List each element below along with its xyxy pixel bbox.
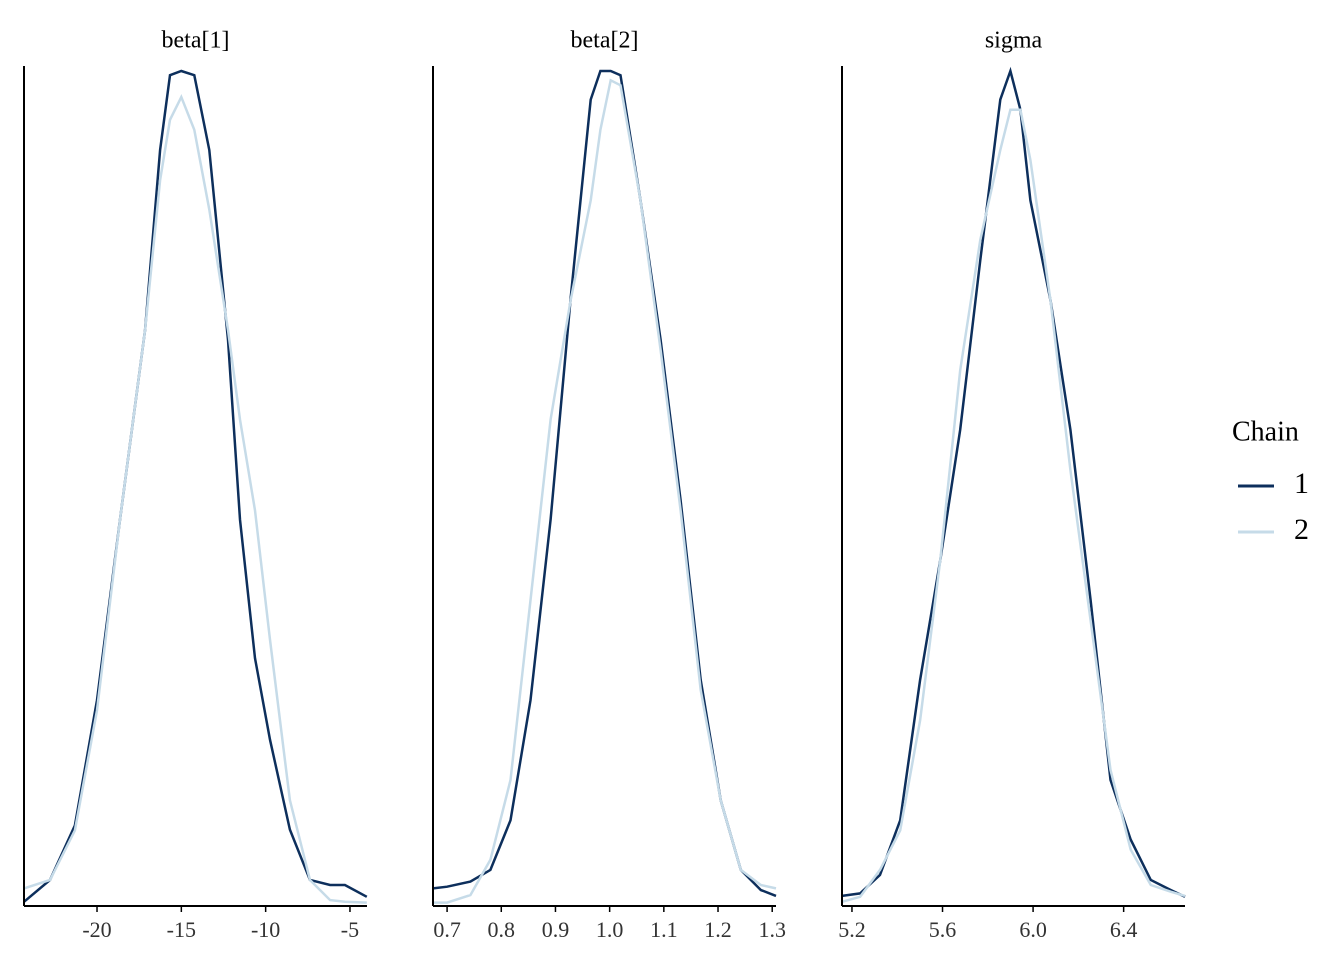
x-tick-label: 0.9 xyxy=(542,917,570,942)
density-line xyxy=(23,69,368,903)
x-tick-label: 5.6 xyxy=(929,917,957,942)
x-tick-label: 1.0 xyxy=(596,917,624,942)
x-tick-label: -20 xyxy=(82,917,111,942)
panel-title: beta[2] xyxy=(571,28,639,54)
legend-label: 2 xyxy=(1294,513,1309,546)
legend-title: Chain xyxy=(1232,416,1299,447)
x-tick-label: 1.1 xyxy=(650,917,678,942)
x-tick-label: 1.3 xyxy=(758,917,786,942)
x-tick-label: 1.2 xyxy=(704,917,732,942)
density-line xyxy=(433,78,777,904)
x-tick-label: 6.0 xyxy=(1019,917,1047,942)
legend-label: 1 xyxy=(1294,467,1309,500)
x-tick-label: -15 xyxy=(167,917,196,942)
x-tick-label: -10 xyxy=(251,917,280,942)
density-line xyxy=(432,69,777,898)
x-tick-label: -5 xyxy=(341,917,359,942)
x-tick-label: 0.8 xyxy=(488,917,516,942)
x-tick-label: 5.2 xyxy=(838,917,866,942)
x-tick-label: 6.4 xyxy=(1110,917,1138,942)
x-tick-label: 0.7 xyxy=(433,917,461,942)
density-line xyxy=(841,108,1186,904)
panel-title: sigma xyxy=(985,28,1043,54)
panel-title: beta[1] xyxy=(162,28,230,54)
density-line xyxy=(23,94,367,904)
density-line xyxy=(841,66,1186,898)
